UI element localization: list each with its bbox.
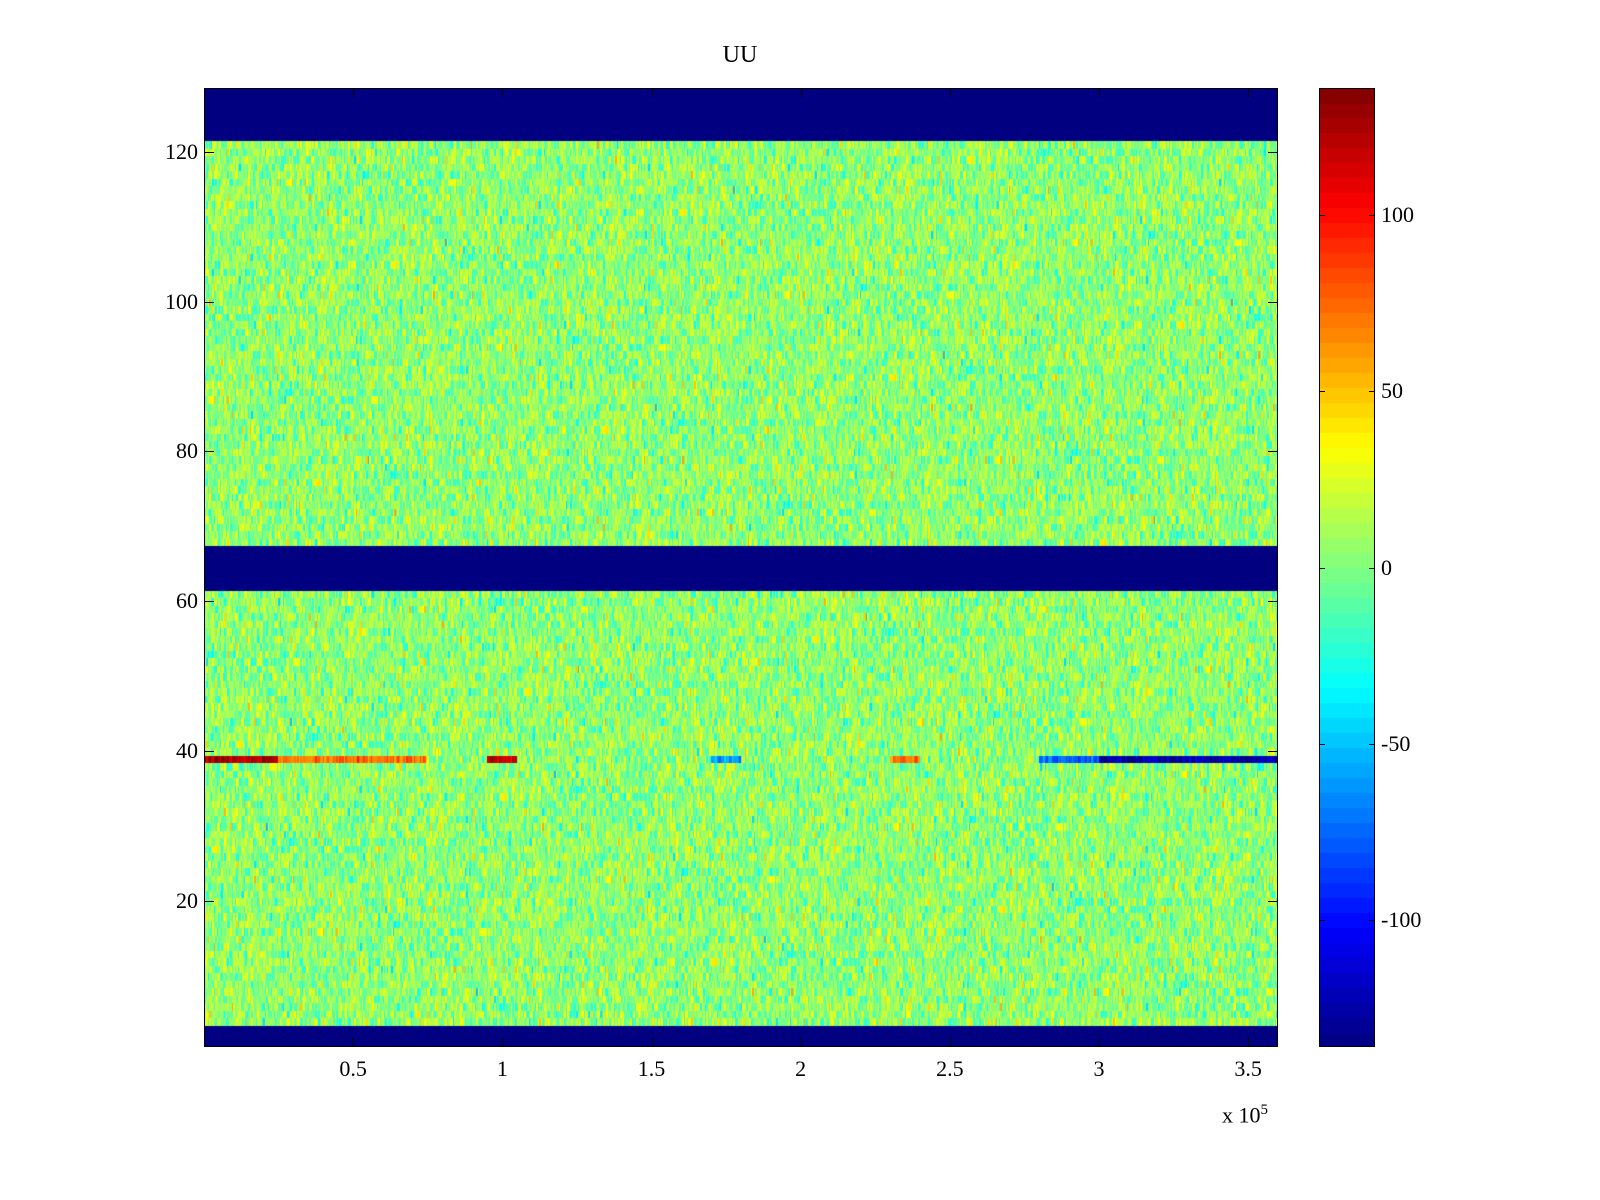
y-tick-label: 20: [176, 887, 198, 913]
y-tick-mark: [204, 301, 214, 303]
y-tick-mark: [1268, 751, 1278, 753]
y-tick-mark: [1268, 151, 1278, 153]
x-tick-mark: [1099, 1038, 1100, 1047]
x-tick-mark: [949, 88, 951, 97]
x-tick-mark: [800, 1038, 802, 1047]
y-tick-mark: [204, 751, 214, 753]
x-tick-mark: [353, 88, 355, 97]
colorbar-tick-mark: [1369, 567, 1375, 569]
colorbar-tick-label: 0: [1381, 554, 1392, 580]
y-tick-mark: [1268, 301, 1278, 303]
x-tick-mark: [1248, 1038, 1250, 1047]
x-tick-label: 1: [496, 1056, 508, 1081]
y-tick-mark: [1268, 900, 1278, 902]
x-tick-mark: [1099, 88, 1100, 97]
y-tick-label: 120: [165, 138, 198, 164]
x-tick-mark: [353, 1038, 355, 1047]
x-tick-label: 3.5: [1234, 1056, 1262, 1081]
heatmap-canvas: [204, 88, 1278, 1047]
y-tick-mark: [1268, 451, 1278, 453]
colorbar-tick-label: -50: [1381, 730, 1411, 756]
colorbar-tick-mark: [1319, 920, 1325, 922]
x-tick-mark: [800, 88, 802, 97]
plot-area: [204, 88, 1278, 1047]
y-tick-mark: [1268, 601, 1278, 603]
x-tick-label: 2: [795, 1056, 807, 1081]
colorbar-tick-mark: [1319, 567, 1325, 569]
y-tick-label: 60: [176, 588, 198, 614]
x-multiplier-base: x 10: [1222, 1102, 1261, 1128]
colorbar-tick-mark: [1319, 214, 1325, 216]
x-multiplier: x 105: [1222, 1102, 1268, 1128]
x-tick-label: 2.5: [936, 1056, 964, 1081]
chart-title: UU: [722, 42, 758, 68]
x-tick-mark: [1248, 88, 1250, 97]
colorbar-tick-mark: [1369, 391, 1375, 393]
colorbar-frame: [1319, 88, 1375, 1047]
colorbar: [1319, 88, 1375, 1047]
colorbar-tick-mark: [1369, 214, 1375, 216]
x-tick-label: 1.5: [637, 1056, 666, 1081]
colorbar-tick-mark: [1369, 920, 1375, 922]
colorbar-tick-mark: [1319, 391, 1325, 393]
y-tick-mark: [204, 151, 214, 153]
colorbar-tick-label: 50: [1381, 378, 1403, 404]
x-tick-label: 0.5: [339, 1056, 367, 1081]
x-tick-mark: [651, 88, 653, 97]
y-tick-mark: [204, 900, 214, 902]
y-tick-mark: [204, 601, 214, 603]
x-tick-mark: [651, 1038, 653, 1047]
y-tick-mark: [204, 451, 214, 453]
colorbar-tick-label: 100: [1381, 201, 1414, 227]
x-tick-mark: [949, 1038, 951, 1047]
y-tick-label: 80: [176, 438, 198, 464]
y-tick-label: 40: [176, 738, 198, 764]
x-tick-mark: [502, 88, 504, 97]
x-tick-label: 3: [1093, 1056, 1105, 1081]
colorbar-tick-mark: [1369, 743, 1375, 745]
y-tick-label: 100: [165, 288, 198, 314]
x-tick-mark: [502, 1038, 504, 1047]
colorbar-tick-mark: [1319, 743, 1325, 745]
x-multiplier-exponent: 5: [1260, 1102, 1269, 1118]
colorbar-tick-label: -100: [1381, 907, 1422, 933]
